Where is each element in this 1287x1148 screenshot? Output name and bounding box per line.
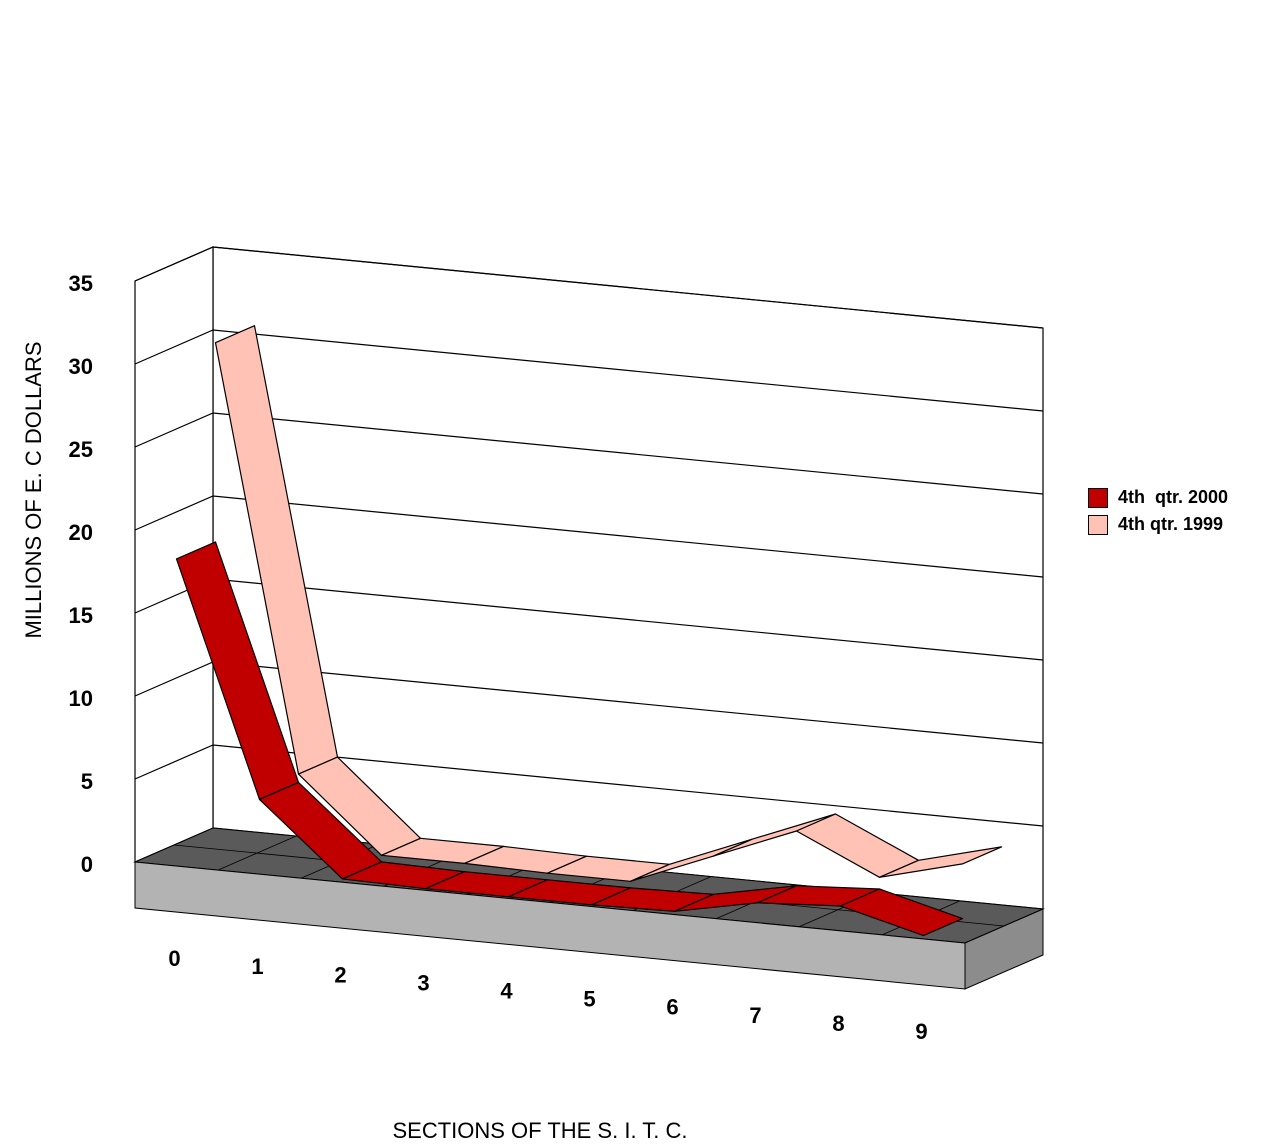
y-tick-label: 25 xyxy=(69,437,93,462)
y-axis-title-text: MILLIONS OF E. C DOLLARS xyxy=(21,341,46,639)
y-tick-label: 5 xyxy=(81,769,93,794)
floor-side xyxy=(964,908,1044,990)
x-tick-label: 0 xyxy=(168,946,180,971)
y-axis-title: MILLIONS OF E. C DOLLARS xyxy=(14,280,54,700)
legend-swatch-2000 xyxy=(1088,487,1108,508)
x-tick-label: 7 xyxy=(749,1003,761,1028)
legend-swatch-1999 xyxy=(1088,514,1108,535)
x-tick-label: 3 xyxy=(417,970,429,995)
x-tick-label: 5 xyxy=(583,987,595,1012)
y-tick-label: 30 xyxy=(69,354,93,379)
ribbon-segment xyxy=(878,846,1003,878)
legend-label-1999: 4th qtr. 1999 xyxy=(1118,514,1224,534)
y-tick-label: 20 xyxy=(69,520,93,545)
gridline xyxy=(134,329,1044,412)
x-tick-label: 9 xyxy=(915,1019,927,1044)
x-tick-label: 1 xyxy=(251,954,263,979)
y-tick-label: 0 xyxy=(81,852,93,877)
legend: 4th qtr. 2000 4th qtr. 1999 xyxy=(1088,484,1228,538)
x-tick-label: 8 xyxy=(832,1011,844,1036)
x-tick-label: 6 xyxy=(666,995,678,1020)
y-tick-label: 35 xyxy=(69,271,93,296)
y-tick-label: 10 xyxy=(69,686,93,711)
legend-label-2000: 4th qtr. 2000 xyxy=(1118,487,1229,507)
gridline xyxy=(134,744,1044,827)
legend-item-2000: 4th qtr. 2000 xyxy=(1088,484,1228,511)
gridline xyxy=(134,246,1044,329)
ribbon-segment xyxy=(839,888,964,937)
x-axis-title: SECTIONS OF THE S. I. T. C. xyxy=(392,1118,688,1143)
legend-item-1999: 4th qtr. 1999 xyxy=(1088,511,1228,538)
x-tick-label: 4 xyxy=(500,978,513,1003)
gridline xyxy=(134,412,1044,495)
y-tick-label: 15 xyxy=(69,603,93,628)
gridline xyxy=(134,495,1044,578)
x-tick-label: 2 xyxy=(334,962,346,987)
